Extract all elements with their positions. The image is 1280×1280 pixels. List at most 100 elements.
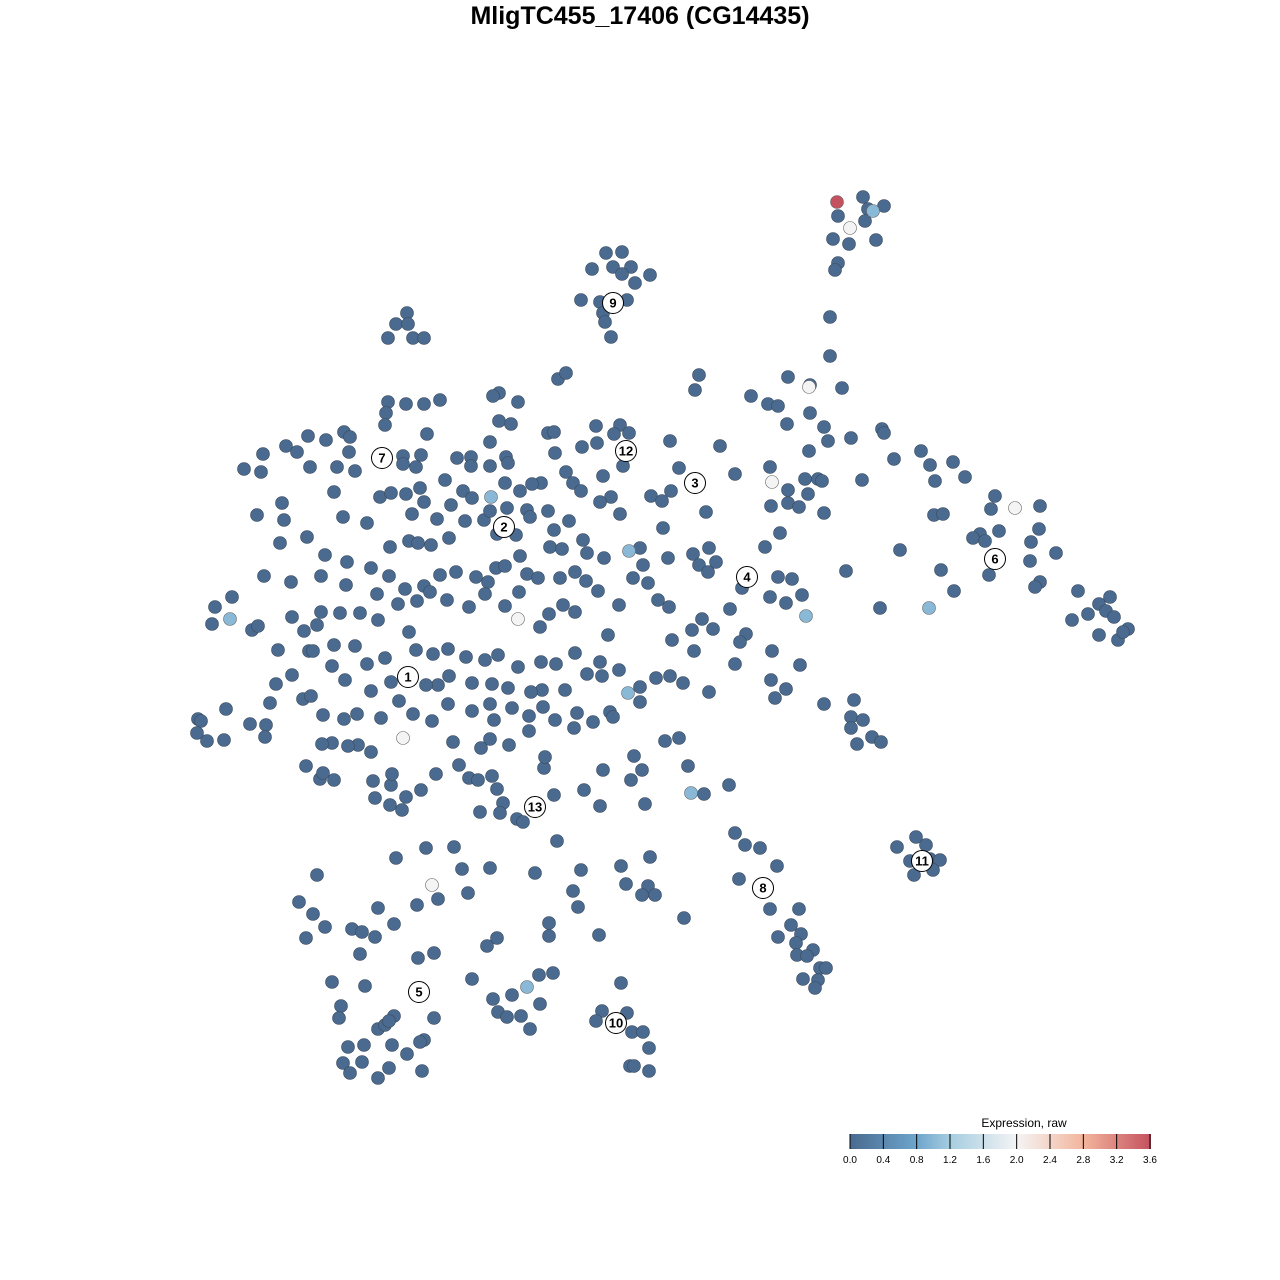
colorbar-tick-label: 2.0 <box>1010 1155 1024 1166</box>
data-point <box>780 417 794 431</box>
colorbar-ticks: 0.0 0.4 0.8 1.2 1.6 2.0 2.4 2.8 3.2 3.6 <box>843 1134 1157 1166</box>
data-point <box>334 999 348 1013</box>
data-point <box>635 888 649 902</box>
data-point <box>692 558 706 572</box>
data-point <box>402 625 416 639</box>
data-point <box>577 783 591 797</box>
data-point <box>389 317 403 331</box>
data-point <box>612 663 626 677</box>
data-point <box>559 366 573 380</box>
data-point <box>590 436 604 450</box>
data-point <box>923 458 937 472</box>
cluster-label-badge <box>615 440 637 462</box>
data-point <box>844 431 858 445</box>
data-point <box>384 675 398 689</box>
data-point <box>764 673 778 687</box>
cluster-label-text: 8 <box>759 881 766 896</box>
data-point <box>596 469 610 483</box>
data-point <box>638 797 652 811</box>
data-point <box>424 538 438 552</box>
cluster-label-text: 3 <box>691 476 698 491</box>
data-point <box>763 590 777 604</box>
data-point <box>498 599 512 613</box>
data-point <box>570 706 584 720</box>
data-point <box>391 597 405 611</box>
data-point <box>478 587 492 601</box>
data-point <box>1092 628 1106 642</box>
data-point <box>702 685 716 699</box>
data-point <box>409 643 423 657</box>
data-point <box>368 791 382 805</box>
data-point <box>803 406 817 420</box>
data-point <box>342 445 356 459</box>
data-point <box>823 310 837 324</box>
cluster-label-badge <box>605 1012 627 1034</box>
data-point-expressed <box>484 490 498 504</box>
data-point <box>599 246 613 260</box>
data-point <box>819 961 833 975</box>
data-point <box>465 676 479 690</box>
data-point <box>663 669 677 683</box>
data-point <box>958 470 972 484</box>
data-point <box>831 209 845 223</box>
data-point <box>607 427 621 441</box>
data-point <box>338 673 352 687</box>
data-point <box>585 262 599 276</box>
data-point <box>856 190 870 204</box>
data-point <box>614 859 628 873</box>
data-point <box>325 975 339 989</box>
data-point <box>556 598 570 612</box>
data-point <box>548 713 562 727</box>
data-point <box>558 683 572 697</box>
data-point <box>844 721 858 735</box>
data-point <box>524 685 538 699</box>
data-point <box>1081 607 1095 621</box>
data-point <box>768 691 782 705</box>
data-point <box>290 445 304 459</box>
data-point <box>595 1004 609 1018</box>
data-point <box>593 799 607 813</box>
data-point <box>427 946 441 960</box>
data-point <box>869 233 883 247</box>
data-point <box>914 444 928 458</box>
data-point <box>635 763 649 777</box>
data-point <box>449 565 463 579</box>
data-point <box>200 734 214 748</box>
data-point <box>501 456 515 470</box>
data-point <box>728 657 742 671</box>
cluster-label-text: 12 <box>619 444 633 459</box>
data-point <box>713 439 727 453</box>
data-point <box>490 782 504 796</box>
data-point <box>817 420 831 434</box>
data-point <box>483 697 497 711</box>
data-point <box>771 570 785 584</box>
data-point <box>547 523 561 537</box>
data-point <box>406 707 420 721</box>
data-point <box>485 769 499 783</box>
data-point <box>753 841 767 855</box>
data-point <box>327 773 341 787</box>
data-point <box>890 840 904 854</box>
data-point <box>984 502 998 516</box>
data-point <box>728 826 742 840</box>
data-point <box>763 460 777 474</box>
data-point <box>314 605 328 619</box>
cluster-label-8: 8 <box>752 877 774 899</box>
data-point <box>802 444 816 458</box>
data-point <box>442 669 456 683</box>
data-point <box>732 872 746 886</box>
data-point <box>337 712 351 726</box>
data-point-expressed <box>684 786 698 800</box>
data-point <box>336 1056 350 1070</box>
data-point-expressed <box>866 204 880 218</box>
data-point-expressed <box>520 980 534 994</box>
data-point <box>856 713 870 727</box>
data-point <box>368 930 382 944</box>
cluster-label-text: 5 <box>415 985 422 1000</box>
data-point <box>575 440 589 454</box>
data-point <box>1032 522 1046 536</box>
data-point <box>523 1022 537 1036</box>
cluster-label-badge <box>524 796 546 818</box>
data-point <box>817 697 831 711</box>
data-point <box>542 929 556 943</box>
